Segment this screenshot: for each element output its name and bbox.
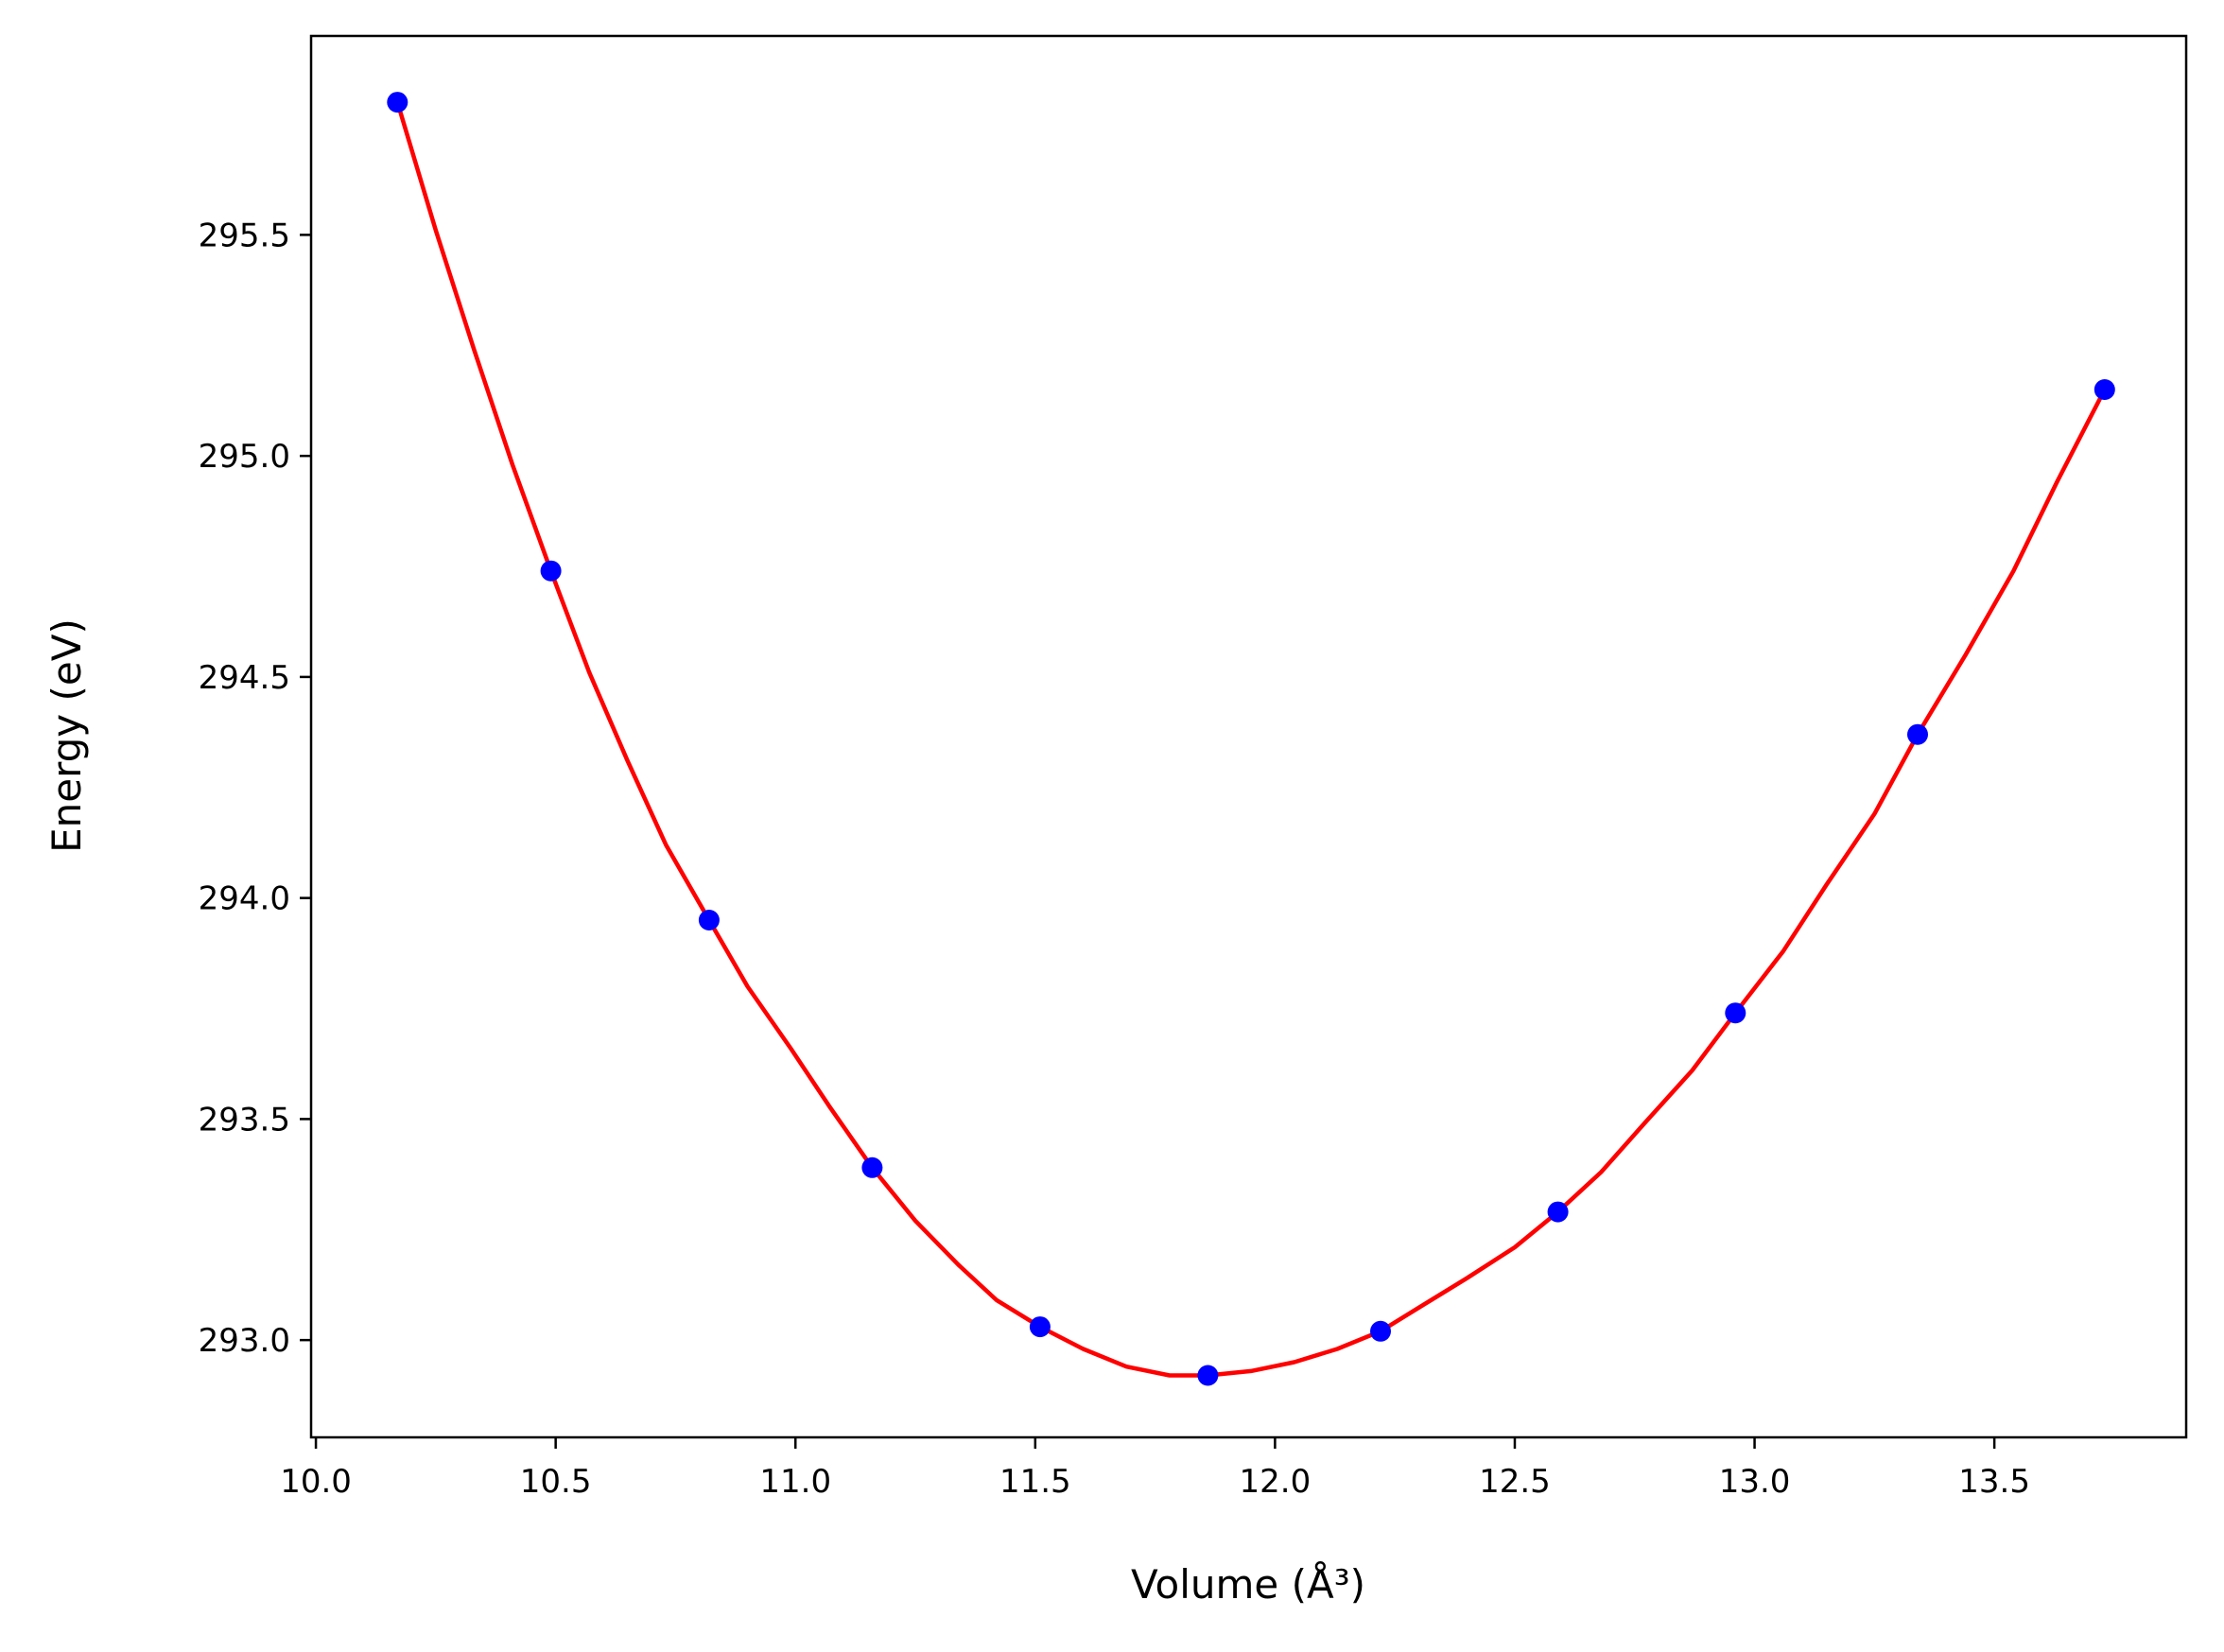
data-point [861, 1156, 883, 1178]
y-tick-label: 294.0 [199, 880, 290, 918]
x-axis-label-unit: (Å³) [1292, 1560, 1365, 1608]
x-tick-label: 10.0 [280, 1463, 352, 1501]
x-tick-label: 10.5 [520, 1463, 592, 1501]
x-tick-label: 12.0 [1240, 1463, 1312, 1501]
x-tick-label: 13.0 [1719, 1463, 1791, 1501]
data-point [1907, 723, 1928, 745]
y-tick-label: 293.5 [199, 1101, 290, 1139]
data-point [1370, 1320, 1391, 1342]
data-point [540, 560, 562, 582]
y-tick-label: 294.5 [199, 659, 290, 697]
y-axis-label: Energy (eV) [43, 618, 90, 853]
data-point [1197, 1365, 1219, 1386]
data-point [1547, 1201, 1569, 1223]
x-tick-label: 13.5 [1958, 1463, 2030, 1501]
y-tick-label: 293.0 [199, 1322, 290, 1360]
x-axis-ticks: 10.0 10.5 11.0 11.5 12.0 12.5 13.0 13.5 [280, 1437, 2030, 1501]
x-tick-label: 11.5 [999, 1463, 1071, 1501]
x-axis-label-text: Volume [1131, 1561, 1292, 1608]
y-axis-ticks: 293.0 293.5 294.0 294.5 295.0 295.5 [199, 217, 311, 1360]
plot-frame [309, 34, 2188, 1439]
y-tick-label: 295.5 [199, 217, 290, 254]
data-point [2094, 379, 2115, 400]
data-point [1029, 1316, 1051, 1338]
data-point [1725, 1002, 1746, 1024]
data-point [387, 92, 408, 113]
data-points-layer [387, 92, 2115, 1386]
data-point [698, 910, 720, 930]
x-axis-label: Volume (Å³) [1131, 1560, 1365, 1608]
y-tick-label: 295.0 [199, 438, 290, 476]
x-tick-label: 11.0 [759, 1463, 831, 1501]
x-tick-label: 12.5 [1479, 1463, 1551, 1501]
y-axis-label-text: Energy [43, 701, 90, 852]
y-axis-label-unit: (eV) [43, 618, 90, 701]
